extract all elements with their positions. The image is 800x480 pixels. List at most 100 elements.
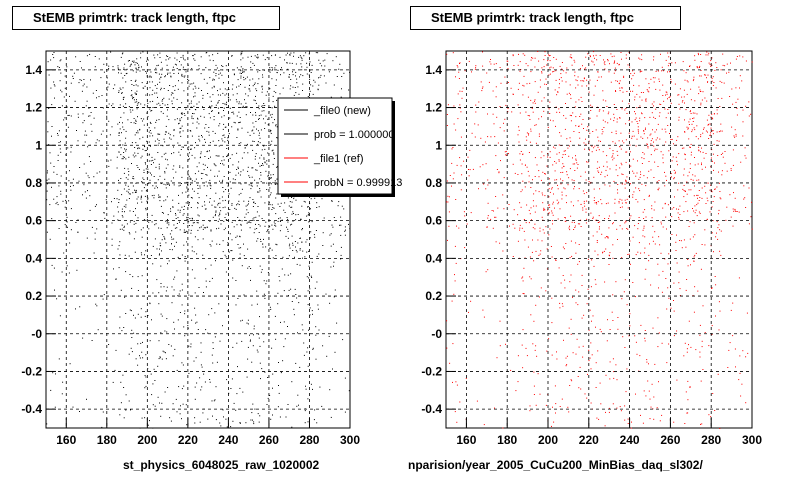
scatter-point [659, 138, 661, 140]
scatter-point [293, 55, 294, 57]
scatter-point [534, 57, 536, 59]
scatter-point [751, 201, 752, 203]
scatter-point [676, 139, 678, 141]
scatter-point [617, 328, 619, 330]
scatter-point [160, 205, 162, 207]
scatter-point [585, 67, 587, 69]
scatter-point [147, 102, 149, 104]
scatter-point [684, 342, 686, 344]
scatter-point [252, 122, 254, 124]
scatter-point [720, 123, 722, 125]
scatter-point [717, 98, 719, 99]
scatter-point [133, 238, 135, 240]
scatter-point [448, 211, 450, 213]
scatter-point [56, 201, 58, 203]
scatter-point [654, 161, 656, 163]
scatter-point [86, 55, 88, 57]
scatter-point [133, 61, 135, 63]
scatter-point [198, 135, 200, 137]
scatter-point [612, 141, 614, 143]
scatter-point [253, 325, 255, 327]
scatter-point [225, 271, 227, 273]
scatter-point [599, 221, 601, 223]
scatter-point [518, 126, 520, 128]
scatter-point [464, 247, 466, 249]
scatter-point [724, 65, 726, 67]
scatter-point [634, 335, 636, 337]
scatter-point [631, 137, 633, 139]
scatter-point [258, 215, 260, 217]
scatter-point [246, 143, 248, 145]
scatter-point [554, 385, 556, 387]
scatter-point [557, 203, 559, 205]
scatter-point [150, 145, 151, 147]
scatter-point [291, 381, 293, 383]
scatter-point [140, 229, 142, 231]
scatter-point [250, 67, 252, 69]
scatter-point [194, 398, 196, 400]
scatter-point [142, 148, 144, 150]
scatter-point [272, 68, 274, 70]
scatter-point [195, 178, 197, 180]
scatter-point [274, 180, 276, 182]
scatter-point [238, 247, 240, 249]
scatter-point [576, 167, 578, 169]
scatter-point [673, 169, 675, 171]
scatter-point [707, 131, 708, 133]
scatter-point [140, 342, 142, 344]
scatter-point [654, 231, 656, 233]
scatter-point [165, 125, 167, 127]
scatter-point [262, 88, 263, 90]
scatter-point [632, 90, 634, 92]
scatter-point [232, 94, 234, 96]
scatter-point [259, 225, 261, 227]
scatter-point [232, 346, 234, 348]
scatter-point [224, 126, 226, 128]
scatter-point [545, 290, 547, 292]
scatter-point [566, 67, 568, 69]
scatter-point [716, 113, 718, 115]
scatter-point [260, 114, 262, 116]
scatter-point [593, 147, 595, 149]
scatter-point [705, 54, 707, 56]
scatter-point [145, 376, 147, 378]
scatter-point [611, 56, 613, 58]
scatter-point [683, 239, 685, 241]
scatter-point [196, 103, 198, 105]
scatter-point [182, 66, 184, 68]
scatter-point [748, 101, 750, 103]
scatter-point [693, 256, 695, 258]
scatter-point [683, 70, 685, 72]
scatter-point [548, 178, 550, 180]
scatter-point [530, 207, 532, 209]
scatter-point [265, 170, 267, 172]
scatter-point [262, 76, 264, 78]
scatter-point [661, 66, 663, 68]
scatter-point [139, 147, 141, 149]
scatter-point [332, 60, 334, 62]
scatter-point [181, 113, 183, 115]
scatter-point [290, 52, 292, 54]
scatter-point [557, 91, 559, 93]
scatter-point [125, 206, 127, 208]
scatter-point [702, 132, 704, 134]
scatter-point [154, 57, 156, 59]
scatter-point [240, 320, 242, 322]
scatter-point [569, 168, 571, 170]
scatter-point [711, 191, 713, 193]
scatter-point [687, 210, 689, 212]
scatter-point [654, 77, 656, 79]
scatter-point [70, 229, 72, 231]
scatter-point [135, 222, 137, 224]
scatter-point [48, 74, 50, 76]
scatter-point [720, 230, 722, 232]
scatter-point [612, 150, 614, 152]
scatter-point [197, 329, 199, 330]
scatter-point [225, 126, 227, 128]
scatter-point [324, 65, 326, 67]
scatter-point [584, 171, 586, 173]
scatter-point [111, 238, 113, 240]
scatter-point [615, 130, 617, 132]
scatter-point [637, 223, 639, 224]
scatter-point [643, 130, 645, 132]
